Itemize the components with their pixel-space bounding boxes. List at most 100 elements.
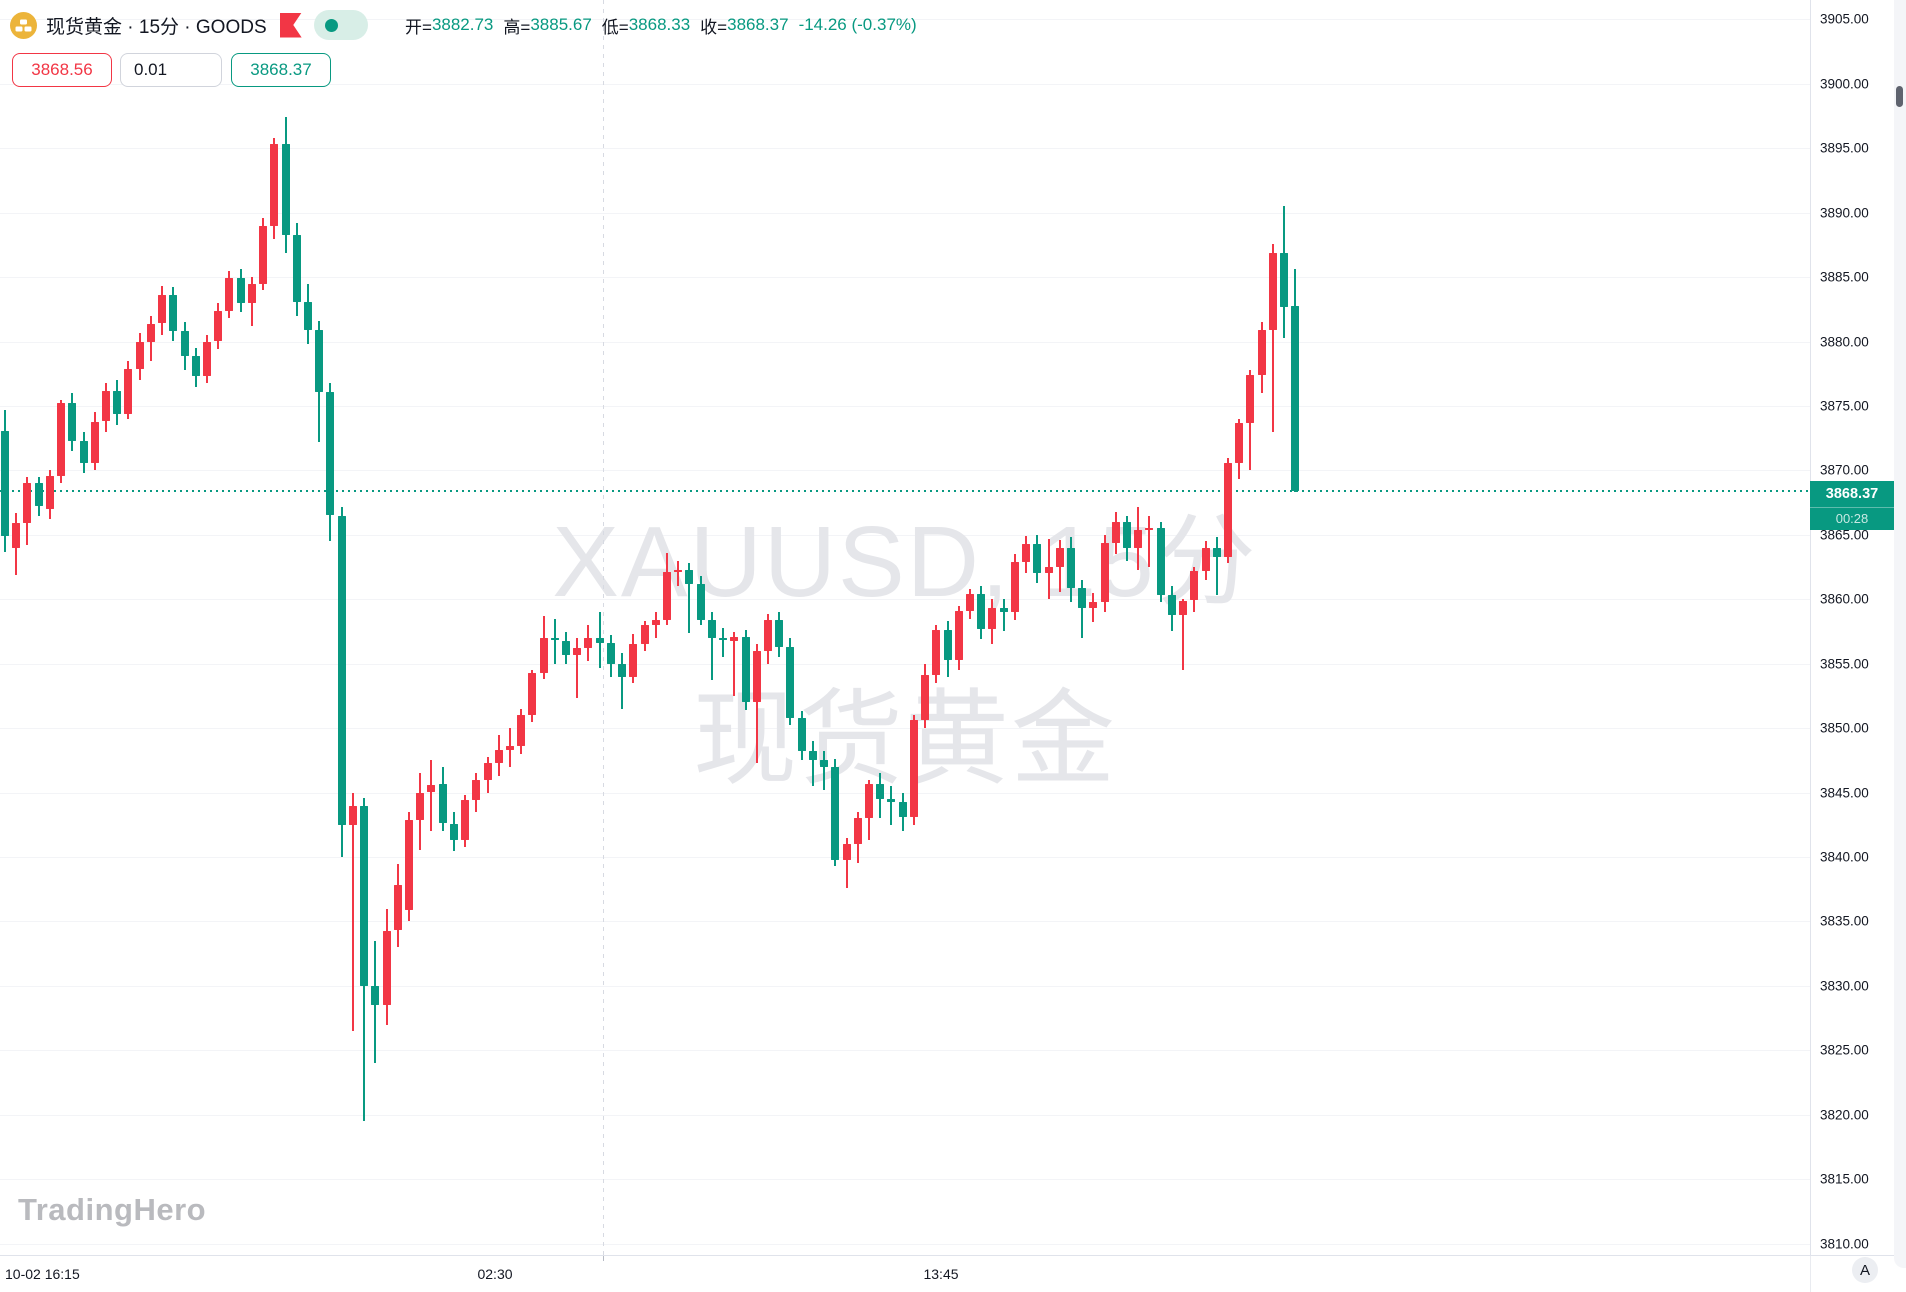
candle-body — [270, 144, 279, 226]
candle-body — [1010, 561, 1019, 613]
sell-price-button[interactable]: 3868.56 — [12, 53, 112, 87]
gridline — [0, 663, 1810, 665]
candle-body — [146, 323, 155, 342]
gridline — [0, 1114, 1810, 1116]
market-status-pill[interactable] — [313, 10, 368, 40]
candle-wick — [823, 751, 826, 790]
candle-body — [730, 636, 739, 641]
price-tick-label: 3885.00 — [1820, 269, 1869, 285]
last-price-value: 3868.37 — [1825, 485, 1879, 502]
gridline — [0, 857, 1810, 858]
candle-body — [1078, 587, 1087, 609]
price-tick-label: 3880.00 — [1820, 334, 1869, 350]
candle-wick — [1215, 537, 1218, 596]
candle-body — [203, 341, 211, 377]
candle-body — [618, 663, 627, 677]
candle-wick — [1002, 599, 1005, 632]
candle-body — [1190, 570, 1199, 601]
candle-body — [965, 594, 974, 611]
candle-wick — [654, 612, 657, 638]
candle-body — [651, 619, 660, 626]
gridline — [0, 1243, 1810, 1245]
price-tick-label: 3845.00 — [1820, 785, 1869, 801]
price-tick-label: 3905.00 — [1820, 11, 1869, 27]
candle-body — [864, 783, 873, 819]
candle-body — [1089, 601, 1098, 609]
candle-body — [1235, 422, 1244, 463]
gridline — [0, 83, 1810, 85]
candle-body — [977, 594, 986, 629]
price-tick-label: 3835.00 — [1820, 913, 1869, 929]
buy-price-button[interactable]: 3868.37 — [231, 53, 331, 87]
candle-body — [326, 391, 335, 516]
candle-body — [876, 783, 885, 800]
gridline — [0, 534, 1810, 536]
symbol-title[interactable]: 现货黄金 · 15分 · GOODS — [46, 16, 267, 38]
candle-body — [629, 644, 638, 677]
price-tick-label: 3870.00 — [1820, 462, 1869, 478]
candle-wick — [621, 653, 624, 709]
candle-body — [57, 403, 66, 476]
gridline — [0, 19, 1810, 21]
candle-body — [932, 630, 941, 676]
quote-panel: 3868.56 0.01 3868.37 — [12, 53, 331, 87]
candle-body — [663, 572, 671, 620]
candle-body — [124, 368, 133, 414]
candle-body — [707, 619, 716, 638]
price-tick-label: 3860.00 — [1820, 591, 1869, 607]
gridline — [0, 1050, 1810, 1052]
close-value: 3868.37 — [727, 15, 789, 34]
scrollbar-thumb[interactable] — [1896, 86, 1903, 107]
candle-body — [12, 523, 21, 548]
candle-body — [1246, 375, 1255, 423]
ohlc-readout: 开= 3882.73 高= 3885.67 低= 3868.33 收= 3868.37 … — [405, 13, 917, 37]
candle-body — [1257, 330, 1266, 376]
candle-body — [1268, 252, 1277, 330]
candle-body — [1212, 547, 1221, 557]
candle-body — [1111, 522, 1120, 543]
candle-body — [45, 475, 54, 510]
right-scroll-strip[interactable] — [1894, 0, 1906, 1255]
time-label-1345: 13:45 — [923, 1265, 959, 1282]
session-break-dashed-line — [603, 0, 604, 1255]
candle-body — [674, 569, 683, 573]
candle-wick — [1182, 599, 1185, 671]
candle-body — [954, 610, 963, 660]
candle-body — [180, 331, 189, 356]
candle-wick — [1081, 580, 1084, 638]
candle-body — [247, 283, 256, 303]
price-tick-label: 3815.00 — [1820, 1171, 1869, 1187]
candle-body — [438, 783, 447, 824]
time-label-0230: 02:30 — [477, 1265, 513, 1282]
price-tick-label: 3820.00 — [1820, 1107, 1869, 1123]
candle-wick — [733, 631, 736, 696]
session-break-tick — [603, 1256, 604, 1261]
candle-body — [528, 672, 537, 716]
time-axis[interactable]: 10-02 16:15 02:30 13:45 — [0, 1255, 1906, 1292]
scrollbar-corner — [1894, 1244, 1906, 1268]
candle-body — [842, 844, 851, 860]
candle-body — [427, 784, 436, 793]
candle-body — [102, 390, 110, 422]
price-tick-label: 3810.00 — [1820, 1236, 1869, 1252]
candle-body — [1201, 547, 1210, 571]
red-flag-icon[interactable] — [279, 12, 302, 38]
candle-body — [921, 675, 929, 721]
candle-body — [1033, 543, 1042, 574]
candle-body — [797, 717, 806, 752]
amount-input[interactable]: 0.01 — [120, 53, 222, 87]
candle-body — [719, 637, 728, 641]
candle-body — [764, 619, 772, 651]
price-tick-label: 3825.00 — [1820, 1042, 1869, 1058]
candle-body — [573, 648, 582, 655]
candle-body — [113, 390, 122, 414]
chart-plot-area[interactable]: XAUUSD, 15分 现货黄金 — [0, 0, 1810, 1255]
low-value: 3868.33 — [628, 15, 691, 34]
candle-wick — [1148, 515, 1151, 567]
candle-body — [348, 805, 357, 825]
candle-body — [517, 715, 526, 747]
market-open-dot-icon — [324, 18, 338, 32]
candle-body — [169, 295, 178, 332]
price-axis[interactable]: 3905.00 3900.00 3895.00 3890.00 3885.00 3880.… — [1810, 0, 1893, 1255]
auto-scale-button[interactable]: A — [1852, 1257, 1878, 1283]
